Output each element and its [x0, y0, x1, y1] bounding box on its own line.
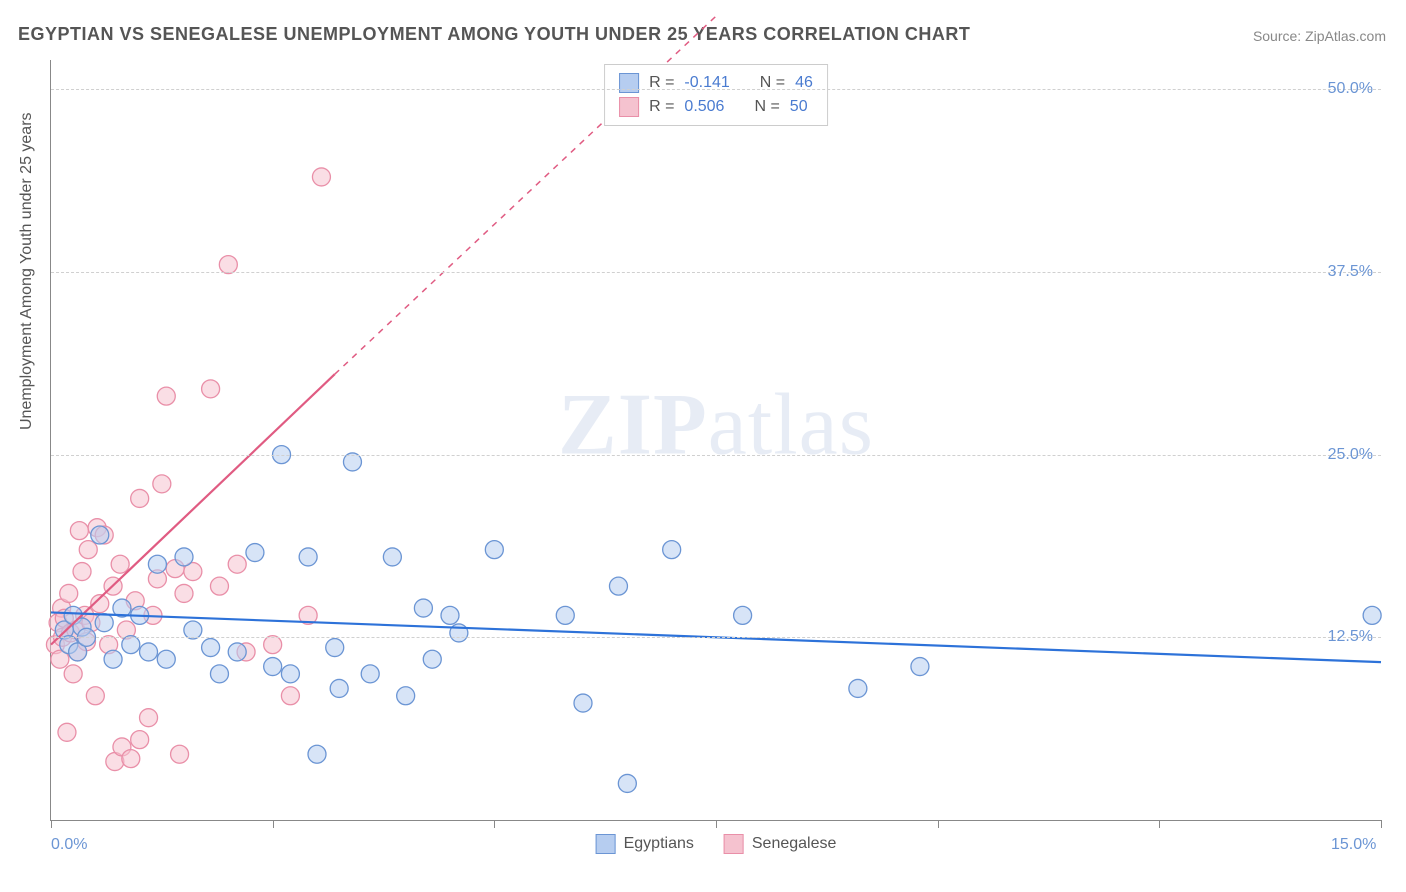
stat-n-label: N =: [760, 71, 785, 95]
swatch-senegalese: [619, 97, 639, 117]
stat-r-value-egyptians: -0.141: [684, 71, 729, 95]
stats-legend-box: R = -0.141 N = 46 R = 0.506 N = 50: [604, 64, 828, 126]
stat-r-label: R =: [649, 95, 674, 119]
plot-area: ZIPatlas R = -0.141 N = 46 R = 0.506 N =…: [50, 60, 1381, 821]
stat-n-label: N =: [754, 95, 779, 119]
x-tick-label: 0.0%: [51, 836, 87, 854]
legend-label-senegalese: Senegalese: [752, 835, 837, 853]
stats-row-egyptians: R = -0.141 N = 46: [619, 71, 813, 95]
stat-r-label: R =: [649, 71, 674, 95]
legend-bottom: Egyptians Senegalese: [596, 834, 837, 854]
source-attribution: Source: ZipAtlas.com: [1253, 28, 1386, 44]
legend-swatch-egyptians: [596, 834, 616, 854]
legend-swatch-senegalese: [724, 834, 744, 854]
stat-n-value-egyptians: 46: [795, 71, 813, 95]
y-tick-label: 37.5%: [1328, 263, 1373, 281]
x-tick-label: 15.0%: [1331, 836, 1376, 854]
y-axis-label: Unemployment Among Youth under 25 years: [18, 112, 36, 430]
y-tick-label: 50.0%: [1328, 80, 1373, 98]
legend-item-egyptians: Egyptians: [596, 834, 694, 854]
legend-label-egyptians: Egyptians: [624, 835, 694, 853]
stats-row-senegalese: R = 0.506 N = 50: [619, 95, 813, 119]
chart-svg: [51, 60, 1381, 820]
y-tick-label: 12.5%: [1328, 628, 1373, 646]
y-tick-label: 25.0%: [1328, 446, 1373, 464]
chart-title: EGYPTIAN VS SENEGALESE UNEMPLOYMENT AMON…: [18, 24, 970, 45]
stat-n-value-senegalese: 50: [790, 95, 808, 119]
stat-r-value-senegalese: 0.506: [684, 95, 724, 119]
legend-item-senegalese: Senegalese: [724, 834, 837, 854]
